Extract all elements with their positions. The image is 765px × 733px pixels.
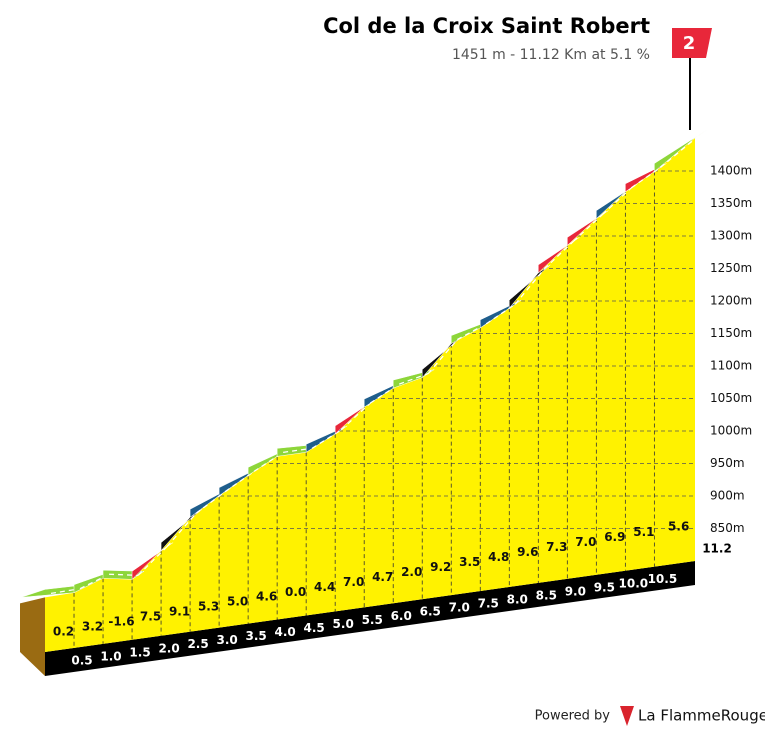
y-tick-label: 1150m bbox=[710, 326, 752, 340]
y-tick-label: 1350m bbox=[710, 196, 752, 210]
km-label: 8.5 bbox=[536, 588, 557, 602]
grade-label: -1.6 bbox=[108, 615, 134, 629]
flag bbox=[672, 28, 712, 58]
profile-face bbox=[45, 137, 695, 653]
km-label: 10.0 bbox=[619, 576, 649, 590]
grade-label: 5.6 bbox=[668, 519, 689, 533]
road-centerline bbox=[195, 491, 226, 514]
grade-label: 4.6 bbox=[256, 590, 277, 604]
y-tick-label: 1300m bbox=[710, 229, 752, 243]
grade-label: 7.0 bbox=[575, 535, 596, 549]
km-label: 0.5 bbox=[71, 653, 92, 667]
road-centerline bbox=[601, 187, 632, 216]
road-centerline bbox=[166, 512, 197, 548]
category: 2 bbox=[683, 33, 696, 54]
km-label: 4.0 bbox=[275, 625, 296, 639]
powered-by: Powered by bbox=[535, 709, 611, 724]
km-label: 7.5 bbox=[478, 597, 499, 611]
y-tick-label: 1050m bbox=[710, 391, 752, 405]
y-tick-label: 1200m bbox=[710, 294, 752, 308]
grade-label: 3.2 bbox=[82, 620, 103, 634]
km-label: 10.5 bbox=[648, 572, 678, 586]
road-centerline bbox=[283, 447, 313, 453]
km-label: 2.0 bbox=[158, 641, 179, 655]
road-centerline bbox=[485, 303, 516, 325]
km-label: 6.5 bbox=[420, 605, 441, 619]
road-centerline bbox=[340, 402, 371, 431]
y-tick-label: 850m bbox=[710, 521, 745, 535]
y-tick-label: 1100m bbox=[710, 359, 752, 373]
grade-label: 9.1 bbox=[169, 605, 190, 619]
km-label: 9.0 bbox=[565, 584, 586, 598]
y-tick-label: 1000m bbox=[710, 424, 752, 438]
grade-label: 4.8 bbox=[488, 550, 509, 564]
brand: La FlammeRouge bbox=[638, 707, 765, 725]
road-centerline bbox=[109, 573, 139, 577]
chart-subtitle: 1451 m - 11.12 Km at 5.1 % bbox=[452, 47, 650, 63]
grade-label: 5.3 bbox=[198, 600, 219, 614]
road-centerline bbox=[137, 546, 168, 576]
km-label: 5.0 bbox=[333, 617, 354, 631]
km-label: 1.0 bbox=[100, 649, 121, 663]
grade-label: 9.6 bbox=[517, 545, 538, 559]
km-label: 6.0 bbox=[391, 609, 412, 623]
road-centerline bbox=[572, 214, 603, 242]
km-label: 2.5 bbox=[187, 637, 208, 651]
grade-label: 7.3 bbox=[546, 540, 567, 554]
km-label: 11.2 bbox=[702, 542, 732, 556]
road-centerline bbox=[543, 240, 574, 270]
y-tick-label: 900m bbox=[710, 489, 745, 503]
grade-label: 3.5 bbox=[459, 555, 480, 569]
km-label: 3.0 bbox=[216, 633, 237, 647]
base-strip bbox=[45, 561, 695, 676]
km-label: 8.0 bbox=[507, 593, 528, 607]
y-tick-label: 1400m bbox=[710, 164, 752, 178]
grade-label: 0.2 bbox=[53, 624, 74, 638]
grade-label: 7.5 bbox=[140, 610, 161, 624]
km-label: 1.5 bbox=[129, 645, 150, 659]
km-label: 4.5 bbox=[304, 621, 325, 635]
grade-label: 5.1 bbox=[633, 525, 654, 539]
road-centerline bbox=[630, 166, 661, 189]
km-label: 5.5 bbox=[362, 613, 383, 627]
grade-label: 4.4 bbox=[314, 580, 335, 594]
km-label: 9.5 bbox=[594, 580, 615, 594]
road-centerline bbox=[50, 588, 81, 595]
grade-label: 9.2 bbox=[430, 560, 451, 574]
y-tick-label: 950m bbox=[710, 456, 745, 470]
grade-label: 5.0 bbox=[227, 595, 248, 609]
grade-label: 4.7 bbox=[372, 570, 393, 584]
grade-label: 0.0 bbox=[285, 585, 306, 599]
y-tick-label: 1250m bbox=[710, 261, 752, 275]
road-segment bbox=[654, 129, 708, 173]
chart-title: Col de la Croix Saint Robert bbox=[323, 14, 650, 38]
brand-logo bbox=[620, 706, 634, 726]
km-label: 3.5 bbox=[245, 629, 266, 643]
grade-label: 6.9 bbox=[604, 530, 625, 544]
km-label: 7.0 bbox=[449, 601, 470, 615]
grade-label: 7.0 bbox=[343, 575, 364, 589]
grade-label: 2.0 bbox=[401, 565, 422, 579]
base-side bbox=[20, 597, 45, 676]
road-centerline bbox=[427, 339, 458, 374]
road-centerline bbox=[514, 268, 545, 305]
